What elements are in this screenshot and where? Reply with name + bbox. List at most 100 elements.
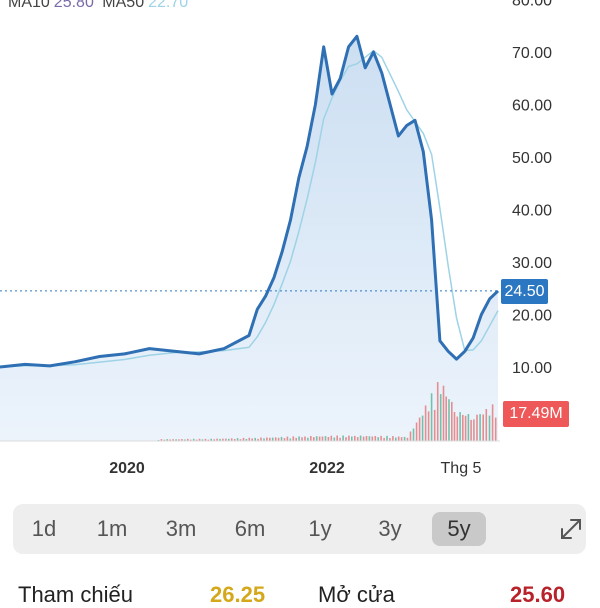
volume-bar xyxy=(228,438,230,441)
volume-bar xyxy=(351,436,353,441)
tab-6m[interactable]: 6m xyxy=(234,516,266,541)
volume-bar xyxy=(178,439,180,441)
volume-bar xyxy=(494,417,497,441)
volume-bar xyxy=(451,401,453,441)
volume-bar xyxy=(491,404,494,441)
ref-price-value: 26.25 xyxy=(210,582,266,607)
volume-bar xyxy=(482,414,484,441)
volume-bar xyxy=(464,415,467,441)
volume-bar xyxy=(248,437,251,441)
volume-bar xyxy=(445,396,447,441)
volume-bar xyxy=(397,436,400,441)
volume-bar xyxy=(318,436,321,441)
volume-bar xyxy=(362,436,365,441)
volume-bar xyxy=(354,435,356,441)
volume-bar xyxy=(233,439,236,441)
tab-3m[interactable]: 3m xyxy=(165,516,197,541)
volume-bar xyxy=(470,419,472,441)
volume-bar xyxy=(225,438,227,441)
volume-bar xyxy=(427,411,430,441)
price-area-fill xyxy=(0,36,498,442)
ref-price-label: Tham chiếu xyxy=(18,582,133,607)
volume-bar xyxy=(392,436,394,441)
volume-bar xyxy=(313,437,315,441)
volume-bar xyxy=(166,439,169,441)
volume-bar xyxy=(260,437,262,441)
volume-bar xyxy=(333,437,336,441)
volume-bar xyxy=(254,437,256,441)
volume-bar xyxy=(395,437,397,441)
ma10-value: 25.80 xyxy=(53,0,94,11)
ma50-label: MA50 xyxy=(102,0,145,11)
volume-bar xyxy=(409,431,412,441)
current-volume-badge: 17.49M xyxy=(503,401,569,427)
volume-bar xyxy=(172,439,174,441)
volume-bar xyxy=(266,437,268,441)
tab-1d[interactable]: 1d xyxy=(31,516,57,541)
y-tick-label: 60.00 xyxy=(512,98,552,115)
volume-bar xyxy=(242,437,245,441)
volume-bar xyxy=(315,436,318,441)
volume-bar xyxy=(219,438,221,441)
volume-bar xyxy=(403,436,406,441)
volume-bar xyxy=(310,436,312,441)
tab-3y[interactable]: 3y xyxy=(378,516,402,541)
volume-bar xyxy=(488,415,491,441)
volume-bar xyxy=(163,439,166,441)
volume-bar xyxy=(213,439,215,441)
volume-bar xyxy=(356,437,359,441)
tab-5y[interactable]: 5y xyxy=(432,512,486,546)
volume-bar xyxy=(298,436,300,441)
volume-bar xyxy=(430,393,433,441)
tab-1y[interactable]: 1y xyxy=(308,516,332,541)
volume-bar xyxy=(283,438,286,441)
volume-bar xyxy=(286,436,289,441)
ma50-value: 22.70 xyxy=(148,0,189,11)
volume-bar xyxy=(424,405,427,441)
volume-bar xyxy=(459,412,461,441)
volume-bar xyxy=(386,435,388,441)
x-tick-label: Thg 5 xyxy=(441,460,482,477)
volume-bar xyxy=(442,385,445,441)
volume-bar xyxy=(330,435,333,441)
volume-bar xyxy=(274,437,277,441)
volume-bar xyxy=(453,412,456,441)
volume-bar xyxy=(280,436,283,441)
volume-bar xyxy=(245,439,248,441)
volume-bar xyxy=(418,417,421,441)
volume-bar xyxy=(292,436,295,441)
volume-bar xyxy=(257,438,259,441)
volume-bar xyxy=(380,435,382,441)
volume-bar xyxy=(210,438,212,441)
volume-bar xyxy=(327,437,330,441)
volume-bar xyxy=(204,438,207,441)
ma50-line xyxy=(0,49,499,368)
volume-bar xyxy=(198,438,201,441)
x-tick-label: 2020 xyxy=(109,460,145,477)
volume-bar xyxy=(377,437,379,441)
volume-bar xyxy=(359,435,362,441)
volume-bar xyxy=(433,409,436,441)
ma10-label: MA10 xyxy=(8,0,50,11)
volume-bar xyxy=(301,437,303,441)
volume-bar xyxy=(342,435,344,441)
tab-1m[interactable]: 1m xyxy=(96,516,128,541)
volume-bar xyxy=(339,437,341,441)
volume-bar xyxy=(263,438,265,441)
volume-bar xyxy=(201,439,204,441)
volume-bar xyxy=(236,438,239,441)
y-tick-label: 70.00 xyxy=(512,45,552,62)
volume-bar xyxy=(400,437,403,441)
x-tick-label: 2022 xyxy=(309,460,345,477)
open-price-value: 25.60 xyxy=(510,582,566,607)
volume-bar xyxy=(169,439,171,441)
volume-bars xyxy=(157,382,497,441)
expand-button[interactable] xyxy=(553,512,589,546)
volume-bar xyxy=(336,435,338,441)
volume-bar xyxy=(415,422,418,441)
y-tick-label: 30.00 xyxy=(512,255,552,272)
volume-bar xyxy=(345,437,347,441)
volume-bar xyxy=(371,436,374,441)
volume-bar xyxy=(412,428,415,441)
volume-bar xyxy=(230,438,233,441)
